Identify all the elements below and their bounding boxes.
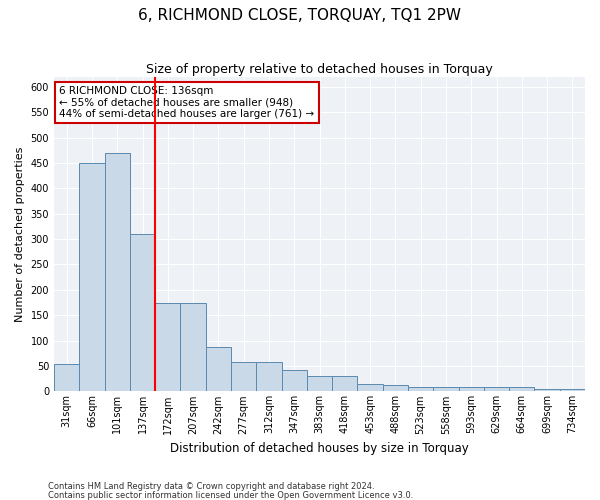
Bar bbox=[181, 302, 206, 392]
Y-axis label: Number of detached properties: Number of detached properties bbox=[15, 146, 25, 322]
Bar bbox=[535, 390, 560, 392]
Text: 6 RICHMOND CLOSE: 136sqm
← 55% of detached houses are smaller (948)
44% of semi-: 6 RICHMOND CLOSE: 136sqm ← 55% of detach… bbox=[59, 86, 314, 120]
Text: 6, RICHMOND CLOSE, TORQUAY, TQ1 2PW: 6, RICHMOND CLOSE, TORQUAY, TQ1 2PW bbox=[139, 8, 461, 22]
Text: Contains HM Land Registry data © Crown copyright and database right 2024.: Contains HM Land Registry data © Crown c… bbox=[48, 482, 374, 491]
Bar bbox=[383, 385, 408, 392]
Bar bbox=[54, 364, 79, 392]
Bar bbox=[560, 390, 585, 392]
Bar bbox=[307, 376, 332, 392]
Bar bbox=[256, 362, 281, 392]
Bar bbox=[408, 388, 433, 392]
Bar bbox=[358, 384, 383, 392]
Bar bbox=[433, 388, 458, 392]
Bar bbox=[104, 153, 130, 392]
Bar bbox=[155, 302, 181, 392]
Bar bbox=[281, 370, 307, 392]
Bar bbox=[130, 234, 155, 392]
Title: Size of property relative to detached houses in Torquay: Size of property relative to detached ho… bbox=[146, 62, 493, 76]
Bar bbox=[206, 346, 231, 392]
Bar bbox=[458, 388, 484, 392]
Bar bbox=[484, 388, 509, 392]
Bar bbox=[509, 388, 535, 392]
Text: Contains public sector information licensed under the Open Government Licence v3: Contains public sector information licen… bbox=[48, 490, 413, 500]
Bar bbox=[332, 376, 358, 392]
Bar bbox=[79, 163, 104, 392]
X-axis label: Distribution of detached houses by size in Torquay: Distribution of detached houses by size … bbox=[170, 442, 469, 455]
Bar bbox=[231, 362, 256, 392]
